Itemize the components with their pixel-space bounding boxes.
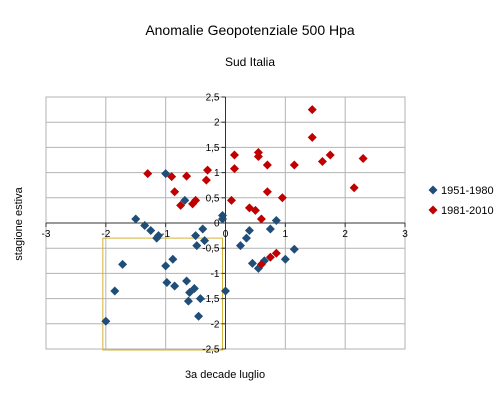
data-point-series-2 [307,105,317,115]
data-point-series-1 [241,233,251,243]
x-tick-label: -1 [161,229,170,240]
data-point-series-2 [265,252,275,262]
x-tick-label: 0 [223,229,229,240]
data-point-series-2 [229,164,239,174]
legend: 1951-1980 1981-2010 [428,185,494,217]
data-point-series-2 [203,165,213,175]
data-point-series-1 [200,236,210,246]
y-tick-label: -2,5 [202,345,220,356]
x-tick-label: 2 [342,229,348,240]
data-point-series-1 [118,259,128,269]
data-point-series-1 [235,241,245,251]
data-point-series-2 [143,169,153,179]
y-tick-label: -0,5 [202,244,220,255]
data-point-series-1 [180,195,190,205]
data-point-series-1 [195,294,205,304]
x-axis-label: 3a decade luglio [185,369,265,381]
data-point-series-2 [262,160,272,170]
data-point-series-2 [226,195,236,205]
data-point-series-2 [191,195,201,205]
data-point-series-1 [161,261,171,271]
data-point-series-2 [325,150,335,160]
data-point-series-2 [358,153,368,163]
chart-title: Anomalie Geopotenziale 500 Hpa [145,22,355,38]
data-point-series-2 [250,205,260,215]
data-point-series-1 [131,214,141,224]
data-point-series-1 [140,221,150,231]
data-point-series-2 [182,171,192,181]
legend-marker-series-2 [428,205,438,215]
data-point-series-1 [146,226,156,236]
x-tick-label: -2 [101,229,110,240]
y-tick-label: 2 [214,118,220,129]
y-tick-label: -1,5 [202,294,220,305]
data-point-series-1 [161,169,171,179]
data-point-series-1 [194,311,204,321]
data-point-series-1 [189,284,199,294]
data-point-series-1 [168,254,178,264]
data-point-series-2 [229,150,239,160]
legend-label-series-2: 1981-2010 [441,205,494,217]
chart-subtitle: Sud Italia [225,55,275,69]
data-point-series-1 [101,316,111,326]
data-point-series-2 [167,172,177,182]
data-point-series-2 [277,193,287,203]
data-point-series-1 [280,254,290,264]
legend-marker-series-1 [428,185,438,195]
y-tick-label: -2 [211,319,220,330]
plot-area: -3 -2 -1 0 1 2 32,521,510,50-0,5-1-1,5-2-2,5 [42,93,409,356]
data-point-series-2 [201,175,211,185]
data-point-series-1 [198,224,208,234]
data-point-series-1 [191,231,201,241]
data-point-series-2 [170,187,180,197]
data-point-series-1 [170,281,180,291]
data-point-series-2 [253,151,263,161]
data-point-series-2 [271,248,281,258]
data-point-series-1 [221,286,230,296]
y-tick-label: 1,5 [206,143,220,154]
highlight-box [102,237,224,351]
data-point-series-1 [183,296,193,306]
data-point-series-2 [349,183,359,193]
data-point-series-1 [244,226,254,236]
legend-label-series-1: 1951-1980 [441,185,494,197]
data-point-series-1 [247,258,257,268]
data-point-series-2 [317,157,327,167]
y-axis-label: stagione estiva [13,186,25,260]
x-tick-label: 1 [283,229,289,240]
data-point-series-2 [262,187,272,197]
data-point-series-1 [182,276,192,286]
y-tick-label: 2,5 [206,93,220,104]
data-point-series-1 [265,224,275,234]
x-tick-label: 3 [402,229,408,240]
y-tick-label: 0 [214,219,220,230]
x-tick-label: -3 [42,229,51,240]
data-point-series-1 [110,286,120,296]
data-point-series-1 [153,231,163,241]
data-point-series-1 [192,241,202,251]
data-point-series-2 [256,214,266,224]
data-point-series-1 [162,277,172,287]
data-point-series-2 [176,200,186,210]
data-point-series-2 [256,259,266,269]
data-point-series-1 [289,244,299,254]
data-point-series-2 [289,160,299,170]
data-point-series-1 [271,215,281,225]
data-point-series-1 [218,214,228,224]
data-point-series-2 [307,132,317,142]
y-tick-label: 0,5 [206,193,220,204]
y-tick-label: -1 [211,269,220,280]
y-tick-label: 1 [214,168,220,179]
